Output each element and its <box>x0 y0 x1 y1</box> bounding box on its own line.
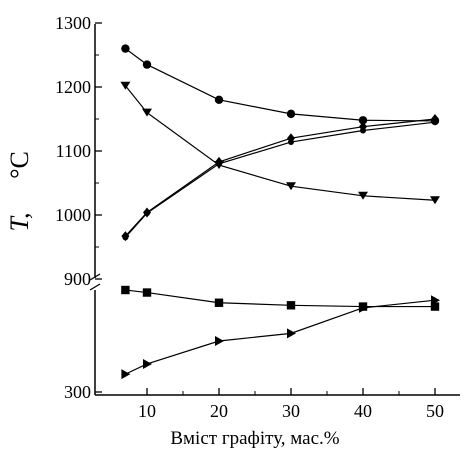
data-point <box>287 328 296 339</box>
series-square <box>121 285 440 311</box>
ticks: 900 1000 1100 1200 1300 300 10 20 30 40 50 <box>55 13 444 421</box>
x-tick-label: 10 <box>138 401 156 421</box>
series-line <box>125 299 436 375</box>
series-line <box>124 118 436 237</box>
x-tick-label: 40 <box>354 401 372 421</box>
axis-break-mark <box>89 283 101 291</box>
x-tick-label: 20 <box>210 401 228 421</box>
data-point <box>286 109 296 119</box>
y-axis-label-symbol: T, <box>5 212 34 231</box>
data-point <box>121 285 130 295</box>
x-axis-label: Вміст графіту, мас.% <box>170 428 339 449</box>
data-point <box>121 44 130 53</box>
data-point <box>358 116 368 125</box>
data-point <box>358 191 368 200</box>
data-point <box>286 182 296 191</box>
data-point <box>142 288 152 297</box>
y-axis-label-unit: °C <box>5 151 34 179</box>
series-circle <box>121 44 440 126</box>
data-point <box>360 127 366 134</box>
data-point <box>215 336 224 346</box>
y-tick-label: 300 <box>64 382 91 402</box>
data-point <box>216 160 222 167</box>
series-line <box>124 85 436 201</box>
data-point <box>288 139 294 146</box>
y-tick-label: 1200 <box>55 77 91 97</box>
series-circle-small <box>122 119 438 241</box>
data-point <box>122 234 129 241</box>
axis-break-mark <box>89 273 101 281</box>
data-point <box>142 60 152 69</box>
data-point <box>430 196 440 205</box>
x-tick-label: 50 <box>426 401 444 421</box>
series-layer <box>120 44 440 380</box>
data-point <box>286 301 296 310</box>
y-tick-label: 1300 <box>55 13 91 33</box>
data-point <box>144 210 150 217</box>
data-point <box>430 302 440 311</box>
series-line <box>125 48 436 122</box>
series-line <box>124 121 436 238</box>
data-point <box>214 298 224 307</box>
data-point <box>143 358 152 369</box>
data-point <box>359 302 368 313</box>
data-point <box>121 369 131 380</box>
y-tick-label: 900 <box>64 269 91 289</box>
series-triangle-down <box>120 81 440 205</box>
data-point <box>431 295 440 306</box>
series-line <box>125 289 435 308</box>
data-point <box>120 81 131 90</box>
x-tick-label: 30 <box>282 401 300 421</box>
data-point <box>214 95 224 105</box>
data-point <box>142 108 152 117</box>
series-triangle-right <box>121 295 440 380</box>
y-tick-label: 1000 <box>55 205 91 225</box>
series-diamond <box>121 114 439 242</box>
data-point <box>432 119 438 126</box>
y-tick-label: 1100 <box>56 141 91 161</box>
